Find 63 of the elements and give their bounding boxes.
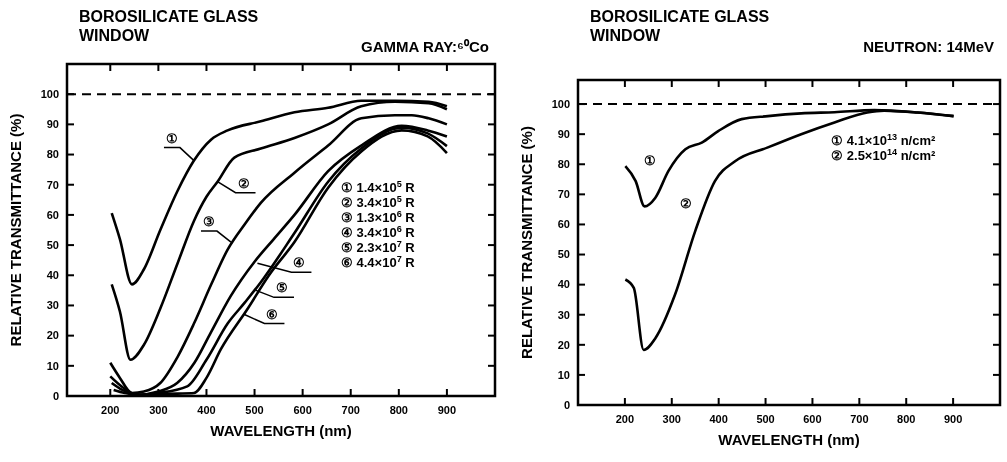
x-tick-label: 200 (615, 413, 635, 425)
annotation: ⑤ 2.3×10$^{7}$ R (340, 238, 416, 255)
annotation: ② 2.5×10$^{14}$ n/cm² (831, 147, 937, 163)
x-tick-label: 800 (389, 404, 408, 416)
y-axis-title: RELATIVE TRANSMITTANCE (%) (518, 126, 535, 359)
x-tick-label: 300 (662, 413, 681, 425)
x-axis-title: WAVELENGTH (nm) (718, 431, 860, 448)
x-tick-label: 800 (897, 413, 916, 425)
y-tick-label: 40 (557, 278, 570, 291)
annotation: ② 3.4×10$^{5}$ R (340, 193, 416, 210)
x-tick-label: 600 (803, 413, 822, 425)
x-tick-label: 600 (293, 404, 312, 416)
x-tick-label: 300 (149, 404, 168, 416)
y-tick-label: 30 (46, 299, 59, 312)
annotation: ⑥ (266, 306, 279, 322)
x-tick-label: 900 (437, 404, 457, 416)
y-tick-label: 50 (46, 238, 59, 251)
x-tick-label: 400 (197, 404, 216, 416)
y-tick-label: 20 (46, 329, 59, 342)
annotation: ④ 3.4×10$^{6}$ R (340, 223, 416, 240)
y-axis-title: RELATIVE TRANSMITTANCE (%) (7, 113, 24, 347)
annotation: ② (237, 175, 250, 191)
y-tick-label: 20 (557, 338, 570, 351)
annotation: ③ (202, 214, 215, 230)
x-tick-label: 700 (850, 413, 869, 425)
y-tick-label: 30 (557, 308, 570, 321)
y-tick-label: 40 (46, 269, 59, 282)
y-tick-label: 70 (557, 188, 570, 201)
y-tick-label: 100 (40, 88, 59, 101)
annotation: ② (679, 196, 692, 212)
x-tick-label: 700 (341, 404, 360, 416)
x-tick-label: 500 (756, 413, 775, 425)
y-tick-label: 10 (557, 368, 570, 381)
annotation: ③ 1.3×10$^{6}$ R (340, 208, 416, 225)
x-tick-label: 900 (943, 413, 963, 425)
y-tick-label: 10 (46, 359, 59, 372)
chart-subtitle: NEUTRON: 14MeV (863, 38, 994, 55)
y-tick-label: 70 (46, 178, 59, 191)
y-tick-label: 0 (563, 398, 570, 411)
x-axis-title: WAVELENGTH (nm) (210, 422, 352, 439)
annotation: ⑥ 4.4×10$^{7}$ R (340, 253, 416, 270)
annotation: ④ (293, 255, 306, 271)
y-tick-label: 100 (551, 97, 570, 110)
y-tick-label: 60 (557, 218, 570, 231)
chart-title: BOROSILICATE GLASS WINDOW (590, 8, 770, 44)
x-tick-label: 400 (709, 413, 728, 425)
annotation: ① 1.4×10$^{5}$ R (340, 178, 416, 195)
x-tick-label: 200 (101, 404, 120, 416)
y-tick-label: 80 (557, 158, 570, 171)
annotation: ① (644, 152, 657, 168)
y-tick-label: 90 (46, 118, 59, 131)
chart-subtitle: GAMMA RAY:⁶⁰Co (360, 38, 489, 55)
annotation: ① 4.1×10$^{13}$ n/cm² (831, 132, 937, 148)
y-tick-label: 50 (557, 248, 570, 261)
annotation: ① (165, 130, 178, 146)
chart-title: BOROSILICATE GLASS WINDOW (79, 8, 259, 44)
x-tick-label: 500 (245, 404, 264, 416)
y-tick-label: 80 (46, 148, 59, 161)
y-tick-label: 60 (46, 208, 59, 221)
y-tick-label: 90 (557, 128, 570, 141)
annotation: ⑤ (275, 280, 288, 296)
y-tick-label: 0 (52, 389, 59, 402)
line-series (110, 100, 449, 362)
